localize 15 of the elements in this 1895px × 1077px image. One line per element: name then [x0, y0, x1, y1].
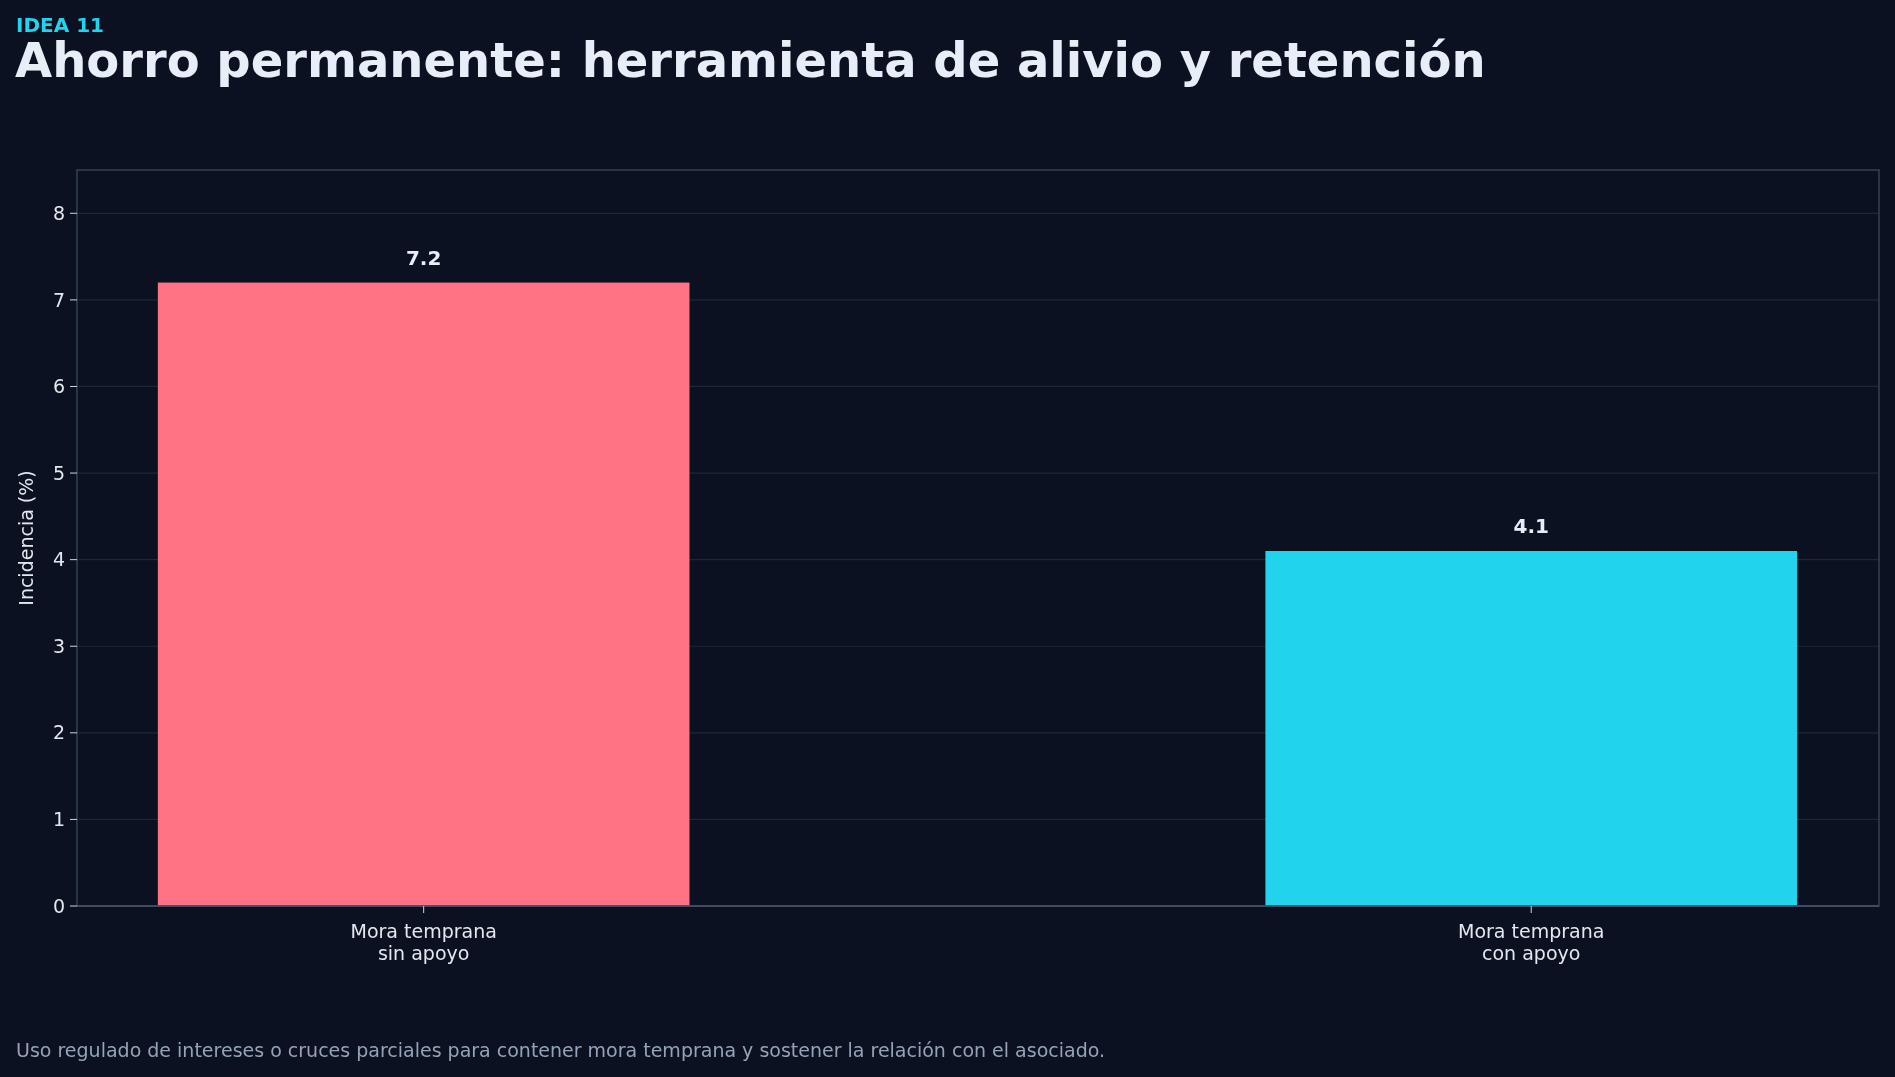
data-label: 4.1	[1513, 513, 1549, 538]
x-tick-label: Mora temprana sin apoyo	[350, 920, 497, 964]
y-tick-label: 6	[52, 375, 65, 398]
y-tick-label: 4	[52, 548, 65, 571]
y-tick-label: 2	[52, 721, 65, 744]
y-tick-label: 5	[52, 461, 65, 484]
y-axis-title: Incidencia (%)	[15, 470, 37, 606]
y-tick-label: 1	[52, 808, 65, 831]
y-tick-label: 8	[52, 201, 65, 224]
y-tick-label: 7	[52, 288, 65, 311]
x-tick-label: Mora temprana con apoyo	[1458, 920, 1605, 964]
data-label: 7.2	[405, 245, 442, 270]
y-tick-label: 0	[52, 894, 65, 917]
text: Uso regulado de intereses o cruces parciales para contener mora temprana y sostener la relación con el asociado.	[16, 1039, 1106, 1061]
y-tick-label: 3	[52, 634, 65, 657]
